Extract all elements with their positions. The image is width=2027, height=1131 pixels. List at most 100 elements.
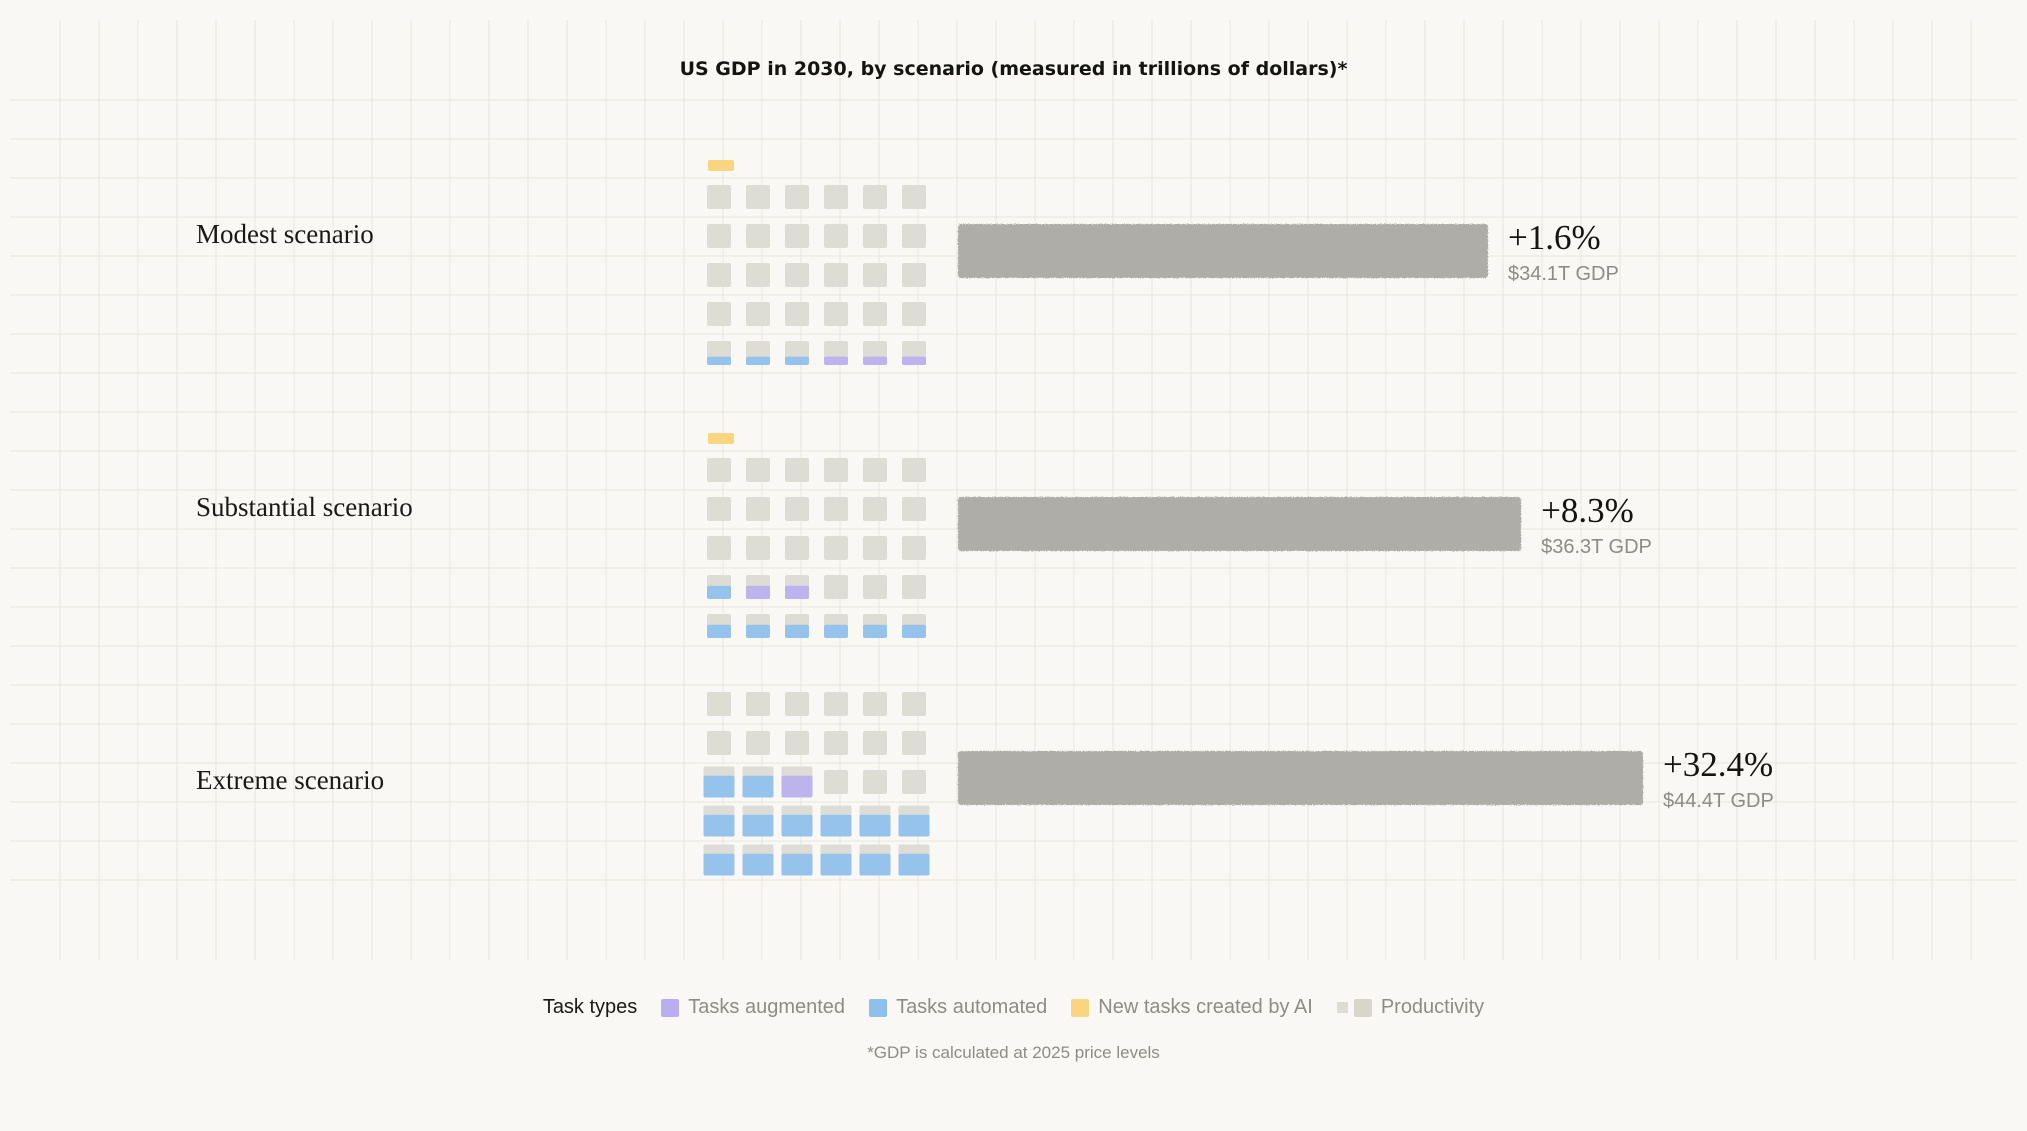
automated-cell (863, 624, 887, 638)
automated-cell (703, 814, 735, 837)
productivity-cell (785, 497, 809, 521)
automated-cell (859, 814, 891, 837)
growth-label-substantial: +8.3% (1541, 491, 1634, 530)
productivity-cell (863, 224, 887, 248)
automated-cell (902, 624, 926, 638)
growth-label-extreme: +32.4% (1663, 745, 1774, 784)
gdp-label-extreme: $44.4T GDP (1663, 790, 1774, 812)
automated-cell (742, 853, 774, 876)
productivity-cell (902, 458, 926, 482)
productivity-cell (863, 770, 887, 794)
productivity-cell (902, 770, 926, 794)
productivity-cell (824, 224, 848, 248)
productivity-cell (785, 692, 809, 716)
productivity-cell (785, 302, 809, 326)
productivity-cell (785, 224, 809, 248)
legend-label-automated: Tasks automated (896, 996, 1048, 1018)
productivity-cell (824, 770, 848, 794)
legend-title: Task types (542, 996, 638, 1018)
productivity-cell (785, 731, 809, 755)
automated-cell (746, 624, 770, 638)
productivity-cell (824, 692, 848, 716)
productivity-cell (707, 458, 731, 482)
legend-item-productivity: Productivity (1336, 996, 1485, 1019)
productivity-cell (824, 536, 848, 560)
productivity-cell (707, 731, 731, 755)
productivity-cell (863, 575, 887, 599)
productivity-cell (785, 263, 809, 287)
legend-swatch-augmented (661, 998, 680, 1017)
automated-cell (703, 853, 735, 876)
productivity-cell (824, 263, 848, 287)
legend-label-productivity: Productivity (1380, 996, 1485, 1018)
productivity-cell (824, 185, 848, 209)
legend-swatch-productivity-small (1336, 1002, 1348, 1013)
gdp-label-substantial: $36.3T GDP (1541, 536, 1652, 558)
productivity-cell (746, 497, 770, 521)
productivity-cell (746, 536, 770, 560)
productivity-cell (824, 575, 848, 599)
legend-swatch-productivity (1353, 998, 1372, 1017)
productivity-cell (785, 458, 809, 482)
productivity-cell (863, 692, 887, 716)
augmented-cell (863, 356, 887, 365)
productivity-cell (863, 263, 887, 287)
augmented-cell (746, 585, 770, 599)
automated-cell (781, 814, 813, 837)
productivity-cell (902, 497, 926, 521)
growth-label-modest: +1.6% (1508, 218, 1601, 257)
productivity-cell (785, 536, 809, 560)
automated-cell (746, 356, 770, 365)
productivity-cell (707, 185, 731, 209)
legend-label-new-tasks: New tasks created by AI (1098, 996, 1313, 1018)
productivity-cell (707, 692, 731, 716)
automated-cell (785, 624, 809, 638)
legend: Task types Tasks augmented Tasks automat… (0, 996, 2027, 1019)
productivity-cell (863, 302, 887, 326)
productivity-cell (902, 692, 926, 716)
productivity-cell (863, 536, 887, 560)
legend-item-augmented: Tasks augmented (661, 996, 845, 1019)
automated-cell (742, 775, 774, 798)
automated-cell (820, 814, 852, 837)
productivity-cell (746, 692, 770, 716)
chart-title: US GDP in 2030, by scenario (measured in… (679, 58, 1348, 80)
augmented-cell (902, 356, 926, 365)
gdp-bar-extreme (958, 751, 1643, 805)
productivity-cell (902, 536, 926, 560)
productivity-cell (863, 731, 887, 755)
productivity-cell (902, 302, 926, 326)
scenario-label-substantial: Substantial scenario (196, 492, 413, 522)
productivity-cell (902, 575, 926, 599)
legend-item-automated: Tasks automated (869, 996, 1047, 1019)
automated-cell (707, 356, 731, 365)
productivity-cell (707, 497, 731, 521)
automated-cell (781, 853, 813, 876)
new-task-cell (708, 160, 734, 171)
productivity-cell (863, 458, 887, 482)
productivity-cell (863, 185, 887, 209)
augmented-cell (781, 775, 813, 798)
productivity-cell (824, 731, 848, 755)
automated-cell (898, 853, 930, 876)
productivity-cell (707, 302, 731, 326)
productivity-cell (785, 185, 809, 209)
augmented-cell (824, 356, 848, 365)
productivity-cell (707, 536, 731, 560)
scenario-label-extreme: Extreme scenario (196, 765, 385, 795)
productivity-cell (707, 263, 731, 287)
automated-cell (859, 853, 891, 876)
productivity-cell (746, 185, 770, 209)
productivity-cell (746, 458, 770, 482)
automated-cell (898, 814, 930, 837)
productivity-cell (746, 263, 770, 287)
productivity-cell (746, 302, 770, 326)
scenario-label-modest: Modest scenario (196, 219, 374, 249)
automated-cell (785, 356, 809, 365)
productivity-cell (863, 497, 887, 521)
legend-swatch-automated (869, 998, 888, 1017)
automated-cell (824, 624, 848, 638)
productivity-cell (902, 731, 926, 755)
